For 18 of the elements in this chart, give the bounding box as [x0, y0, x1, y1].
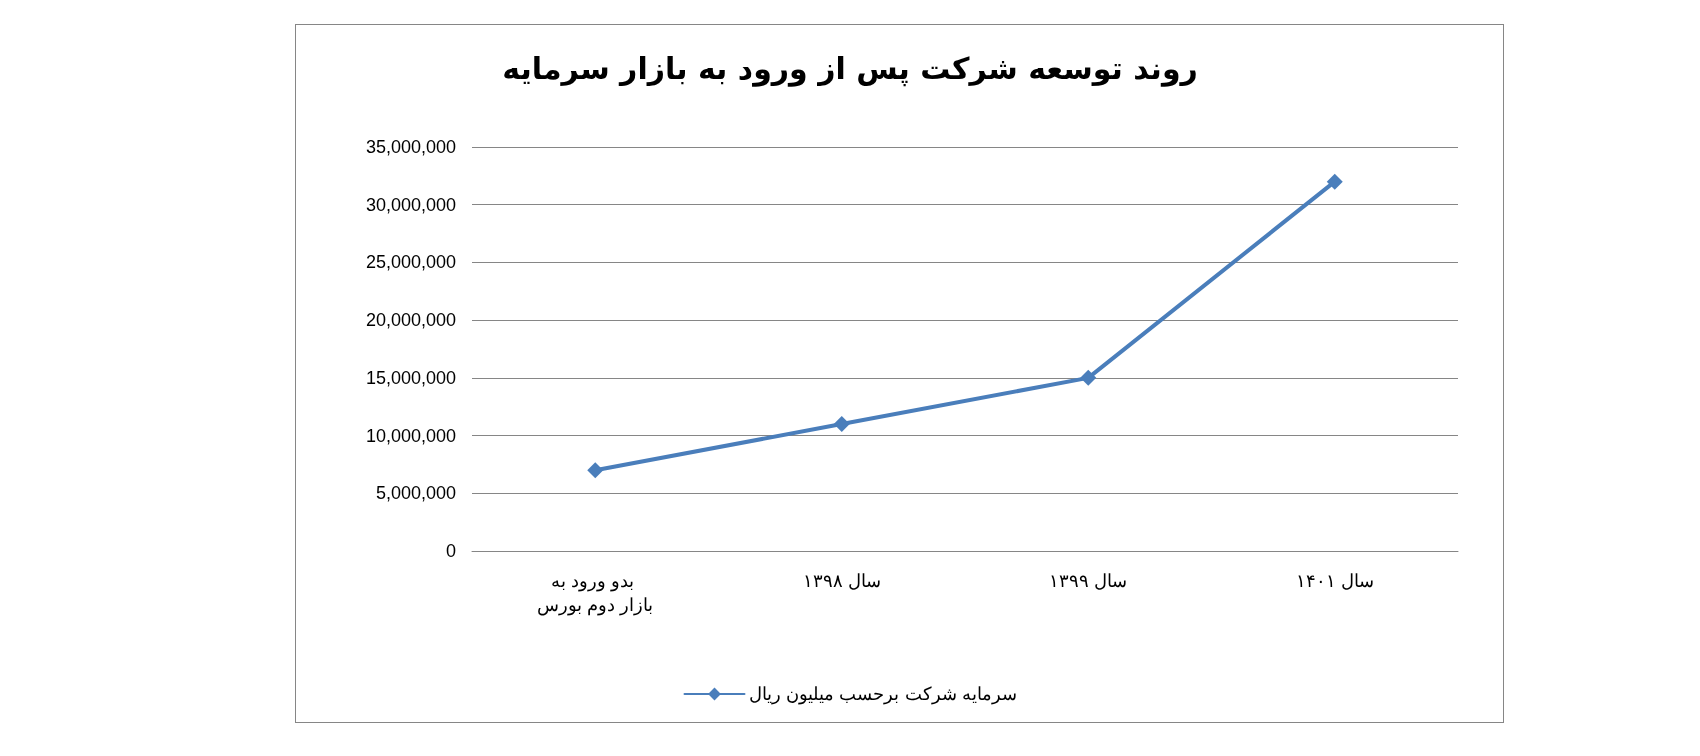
y-tick-label: 20,000,000 [365, 310, 456, 331]
point [1080, 369, 1097, 386]
point [587, 462, 604, 479]
y-tick-label: 10,000,000 [365, 425, 456, 446]
y-tick-label: 5,000,000 [375, 483, 456, 504]
y-tick-label: 25,000,000 [365, 252, 456, 273]
x-tick-label: بدو ورود به بازار دوم بورس [537, 571, 654, 616]
y-tick-label: 15,000,000 [365, 367, 456, 388]
legend-label: سرمایه شرکت برحسب میلیون ریال [749, 684, 1017, 705]
x-tick-label: سال ۱۴۰۱ [1295, 571, 1374, 591]
chart-title: روند توسعه شرکت پس از ورود به بازار سرمایه [502, 50, 1198, 87]
y-tick-label: 35,000,000 [365, 137, 456, 157]
y-tick-label: 30,000,000 [365, 194, 456, 215]
x-tick-label: سال ۱۳۹۸ [802, 571, 881, 591]
x-tick-label: سال ۱۳۹۹ [1049, 571, 1128, 591]
point [833, 416, 850, 433]
y-tick-label: 0 [445, 541, 456, 561]
point [1326, 173, 1343, 190]
